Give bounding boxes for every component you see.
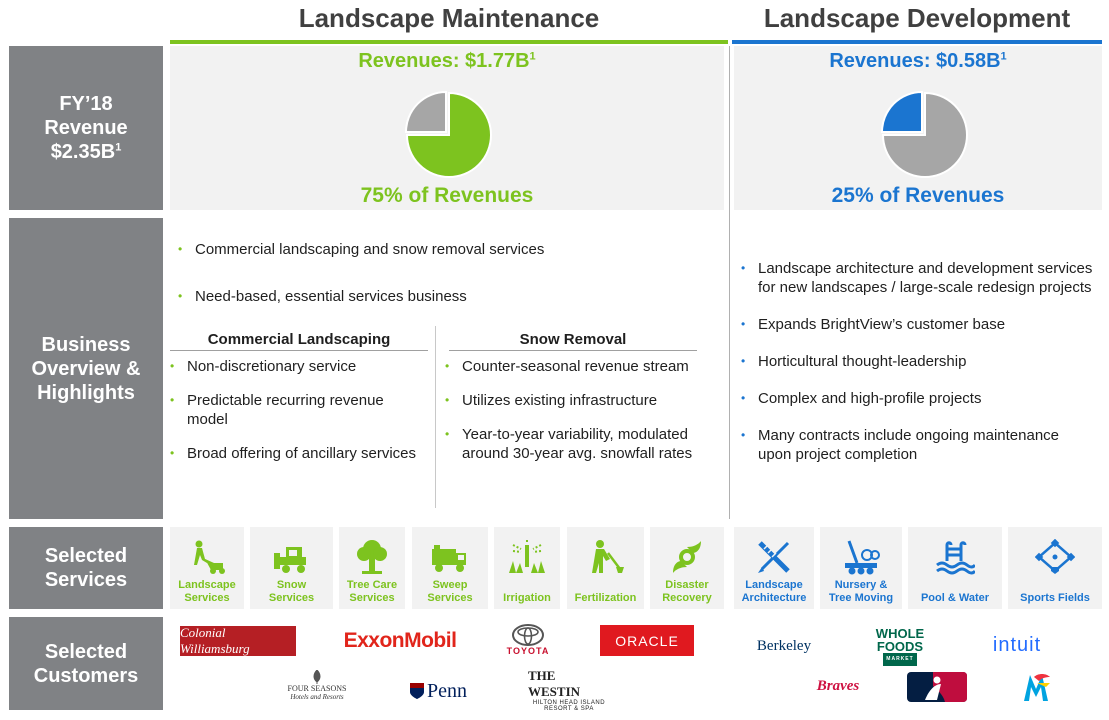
tree-spade-icon bbox=[845, 540, 880, 575]
logo-westin: THE WESTIN HILTON HEAD ISLAND RESORT & S… bbox=[528, 668, 606, 712]
development-revenue-label: Revenues: $0.58B1 bbox=[829, 50, 1007, 72]
logo-oracle: ORACLE bbox=[600, 625, 694, 656]
logo-marlins bbox=[1016, 670, 1056, 704]
list-item: Complex and high-profile projects bbox=[736, 389, 1096, 408]
list-item: Expands BrightView’s customer base bbox=[736, 315, 1096, 334]
pie-slice-rest bbox=[881, 91, 968, 178]
logo-exxonmobil: ExxonMobil bbox=[343, 629, 457, 652]
toyota-emblem-icon bbox=[512, 624, 544, 646]
maintenance-accent-bar bbox=[170, 40, 728, 44]
row-label-services: Selected Services bbox=[9, 527, 163, 609]
development-bullets: Landscape architecture and development s… bbox=[736, 259, 1096, 464]
pie-slice-maintenance bbox=[405, 91, 492, 178]
snow-removal-list: Counter-seasonal revenue stream Utilizes… bbox=[440, 357, 705, 463]
development-share-pie bbox=[880, 90, 968, 178]
tree-icon bbox=[357, 540, 387, 574]
pool-icon bbox=[936, 541, 975, 575]
logo-whole-foods: WHOLE FOODS MARKET bbox=[872, 627, 928, 666]
logo-berkeley: Berkeley bbox=[756, 637, 812, 654]
sweeper-truck-icon bbox=[432, 545, 466, 572]
list-item: Utilizes existing infrastructure bbox=[440, 391, 705, 410]
logo-four-seasons: FOUR SEASONS Hotels and Resorts bbox=[286, 666, 348, 704]
maintenance-revenue-label: Revenues: $1.77B1 bbox=[358, 50, 536, 72]
logo-colonial-williamsburg: Colonial Williamsburg bbox=[180, 625, 296, 656]
list-item: Need-based, essential services business bbox=[173, 287, 713, 306]
service-tile-tree-care: Tree Care Services bbox=[339, 527, 405, 609]
sprinkler-icon bbox=[509, 540, 545, 573]
column-divider bbox=[729, 46, 730, 519]
list-item: Counter-seasonal revenue stream bbox=[440, 357, 705, 376]
service-tile-fertilization: Fertilization bbox=[567, 527, 644, 609]
snow-removal-title: Snow Removal bbox=[449, 331, 697, 351]
service-tile-landscape: Landscape Services bbox=[170, 527, 244, 609]
logo-mlb bbox=[907, 672, 967, 702]
list-item: Commercial landscaping and snow removal … bbox=[173, 240, 713, 259]
service-tile-nursery: Nursery & Tree Moving bbox=[820, 527, 902, 609]
list-item: Non-discretionary service bbox=[165, 357, 420, 376]
list-item: Year-to-year variability, modulated arou… bbox=[440, 425, 705, 463]
service-tile-sports-fields: Sports Fields bbox=[1008, 527, 1102, 609]
logo-penn: Penn bbox=[402, 678, 474, 704]
development-header: Landscape Development bbox=[763, 3, 1071, 33]
commercial-landscaping-title: Commercial Landscaping bbox=[170, 331, 428, 351]
baseball-diamond-icon bbox=[1035, 539, 1075, 574]
subsection-divider bbox=[435, 326, 436, 508]
service-tile-snow: Snow Services bbox=[250, 527, 333, 609]
four-seasons-tree-icon bbox=[313, 669, 321, 684]
worker-shovel-icon bbox=[591, 540, 624, 573]
maintenance-bullets: Commercial landscaping and snow removal … bbox=[173, 240, 713, 306]
service-tile-landscape-architecture: Landscape Architecture bbox=[734, 527, 814, 609]
service-tile-disaster-recovery: Disaster Recovery bbox=[650, 527, 724, 609]
logo-toyota: TOYOTA bbox=[500, 620, 556, 660]
maintenance-header: Landscape Maintenance bbox=[298, 3, 600, 33]
logo-braves: Braves bbox=[816, 677, 860, 694]
list-item: Many contracts include ongoing maintenan… bbox=[736, 426, 1096, 464]
development-accent-bar bbox=[732, 40, 1102, 44]
drafting-tools-icon bbox=[758, 541, 790, 573]
list-item: Landscape architecture and development s… bbox=[736, 259, 1096, 297]
service-tile-irrigation: Irrigation bbox=[494, 527, 560, 609]
marlins-logo-icon bbox=[1024, 674, 1050, 701]
list-item: Broad offering of ancillary services bbox=[165, 444, 420, 463]
commercial-landscaping-list: Non-discretionary service Predictable re… bbox=[165, 357, 420, 463]
hurricane-icon bbox=[673, 541, 701, 573]
service-tile-sweep: Sweep Services bbox=[412, 527, 488, 609]
row-label-revenue: FY’18 Revenue $2.35B1 bbox=[9, 46, 163, 210]
list-item: Horticultural thought-leadership bbox=[736, 352, 1096, 371]
penn-shield-icon bbox=[410, 683, 424, 699]
pie-slice-rest bbox=[404, 90, 447, 133]
service-tile-pool-water: Pool & Water bbox=[908, 527, 1002, 609]
maintenance-revenue-panel: Revenues: $1.77B1 75% of Revenues bbox=[170, 46, 724, 210]
pie-slice-development bbox=[880, 90, 923, 133]
maintenance-share-label: 75% of Revenues bbox=[360, 184, 534, 207]
row-label-customers: Selected Customers bbox=[9, 617, 163, 710]
list-item: Predictable recurring revenue model bbox=[165, 391, 420, 429]
maintenance-share-pie bbox=[404, 90, 492, 178]
development-revenue-panel: Revenues: $0.58B1 25% of Revenues bbox=[734, 46, 1102, 210]
development-share-label: 25% of Revenues bbox=[831, 184, 1005, 207]
mlb-logo-icon bbox=[907, 672, 967, 702]
logo-intuit: intuit bbox=[992, 633, 1042, 656]
snowplow-icon bbox=[273, 547, 306, 573]
row-label-overview: Business Overview & Highlights bbox=[9, 218, 163, 519]
mower-icon bbox=[194, 540, 225, 574]
